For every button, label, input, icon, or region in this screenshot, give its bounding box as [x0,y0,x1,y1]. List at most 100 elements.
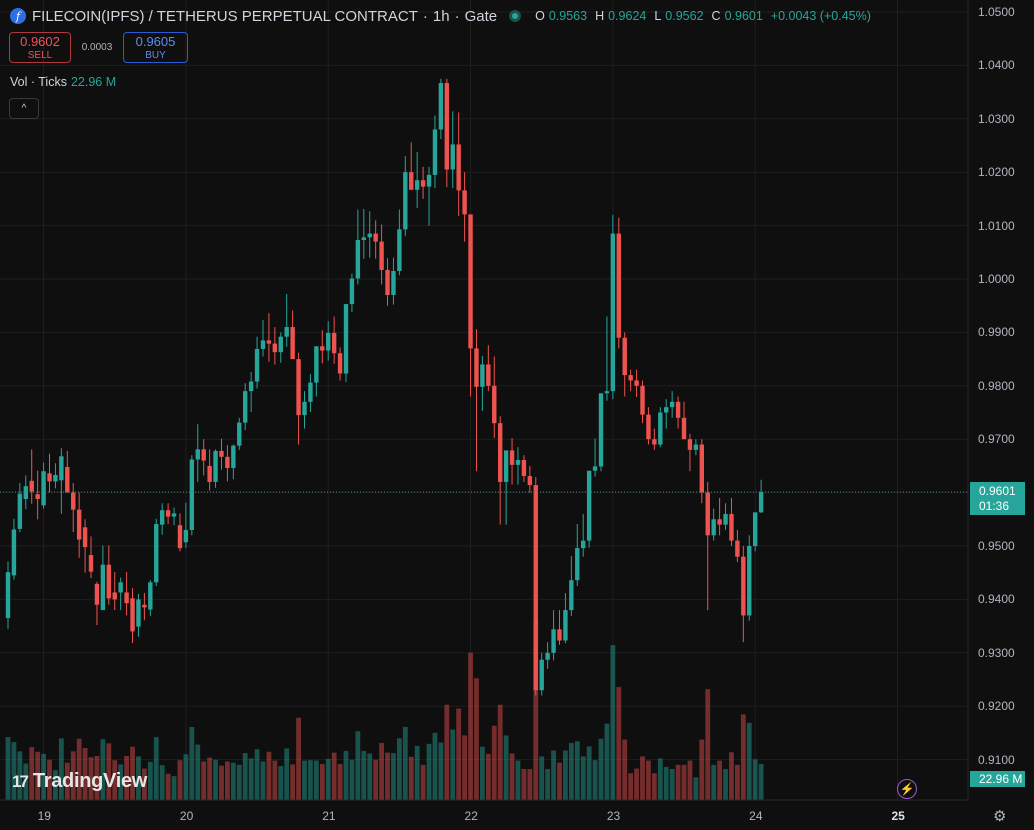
candle-body [88,555,94,572]
volume-bar [634,768,639,800]
price-tick-label: 1.0100 [978,218,1015,233]
exchange-label[interactable]: Gate [464,7,498,25]
volume-bar [391,753,396,800]
volume-bar [693,777,699,800]
candle-body [669,401,675,408]
volume-bar [557,762,562,800]
last-price-value: 0.9601 [979,484,1016,498]
candle-body [687,439,693,450]
candle-body [367,233,372,238]
candle-body [432,129,438,175]
candle-body [492,385,497,424]
candle-body [438,83,444,130]
buy-price: 0.9605 [135,34,176,49]
candle-body [391,270,396,296]
price-tick-label: 1.0300 [978,111,1015,126]
volume-bar [319,763,325,800]
volume-bar [551,750,556,800]
volume-bar [349,759,355,800]
volume-bar [41,753,46,800]
buy-button[interactable]: 0.9605 BUY [123,32,188,63]
candle-body [509,450,515,465]
volume-bar [379,742,384,800]
volume-bar [11,742,17,800]
candle-body [112,592,117,600]
candle-body [296,359,301,416]
volume-bar [515,760,521,800]
lightning-icon[interactable]: ⚡ [897,779,917,799]
candle-body [563,610,568,641]
candle-body [243,391,248,423]
candle-body [154,524,159,583]
volume-bar [124,755,129,800]
volume-bar [444,704,450,800]
volume-bar [752,759,758,800]
gear-icon[interactable]: ⚙ [993,808,1007,825]
time-tick-label: 21 [322,809,336,823]
volume-bar [153,737,159,800]
candle-body [741,556,746,616]
symbol-title[interactable]: FILECOIN(IPFS) / TETHERUS PERPETUAL CONT… [32,7,418,25]
candle-body [480,364,485,387]
chart-legend-header: f FILECOIN(IPFS) / TETHERUS PERPETUAL CO… [10,6,871,26]
volume-bar [343,750,349,800]
sell-button[interactable]: 0.9602 SELL [9,32,71,63]
candle-body [65,466,70,493]
volume-bar [734,764,740,800]
interval-label[interactable]: 1h [432,7,450,25]
candle-body [266,340,272,344]
volume-bar [491,725,497,800]
volume-bar [616,687,622,800]
volume-bar [610,645,616,800]
volume-bar [628,773,634,800]
volume-bar [740,714,746,800]
volume-bar [106,743,112,800]
volume-bar [112,760,118,800]
candle-body [729,513,734,541]
volume-legend[interactable]: Vol · Ticks 22.96 M [10,75,116,89]
candle-body [278,336,283,353]
candle-body [474,348,479,387]
close-value: 0.9601 [724,9,763,23]
candle-body [314,346,319,383]
candle-body [308,382,313,402]
candle-body [705,492,710,536]
volume-bar [100,739,106,800]
low-value: 0.9562 [665,9,704,23]
volume-bar [53,770,58,800]
volume-bar [592,760,598,800]
price-tick-label: 0.9300 [978,645,1015,660]
volume-bar [29,747,35,800]
volume-bar [385,752,390,800]
volume-bar [497,704,503,800]
volume-bar [586,746,592,800]
chart-grid [0,0,968,800]
tradingview-logo[interactable]: 17 TradingView [12,770,147,793]
volume-bar [70,751,76,800]
candle-body [290,327,295,360]
candle-body [302,401,307,416]
volume-bar [646,760,651,800]
volume-bar [408,756,414,800]
candle-body [100,564,106,611]
candle-body [165,510,171,517]
candle-body [693,444,699,450]
candle-body [468,214,473,349]
open-label: O [535,9,545,23]
volume-bar [651,773,657,800]
volume-bar [171,776,177,800]
candle-body [450,144,455,170]
candle-body [610,233,616,392]
filecoin-icon[interactable]: f [10,8,26,24]
candle-body [604,391,610,394]
last-price-tag: 0.9601 01:36 [970,482,1025,515]
volume-bar [533,620,539,800]
volume-bar [147,761,153,800]
candle-body [53,474,58,482]
collapse-legend-button[interactable]: ^ [9,98,39,119]
volume-bar [308,760,313,800]
volume-bar [284,748,290,800]
candle-body [409,172,414,190]
candle-body [717,519,722,525]
